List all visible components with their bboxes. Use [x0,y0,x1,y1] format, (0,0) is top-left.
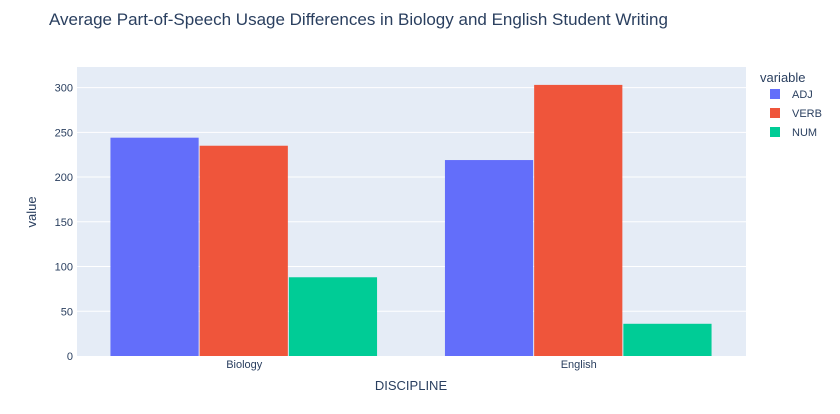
bar-verb-english[interactable] [534,84,623,356]
legend-item-verb[interactable]: VERB [770,108,822,120]
y-tick-label: 200 [55,172,73,184]
legend-swatch [770,127,780,137]
chart-title: Average Part-of-Speech Usage Differences… [49,10,668,29]
y-tick-label: 50 [61,306,73,318]
x-tick-label: English [561,359,597,371]
bar-adj-english[interactable] [444,160,534,356]
bars [110,84,712,356]
legend-title: variable [760,70,806,85]
y-tick-label: 300 [55,83,73,95]
legend-items[interactable]: ADJ VERB NUM [770,89,822,139]
y-tick-label: 150 [55,217,73,229]
legend-label: NUM [792,127,817,139]
y-tick-label: 100 [55,262,73,274]
legend-label: ADJ [792,89,813,101]
bar-num-english[interactable] [623,323,712,356]
legend-swatch [770,89,780,99]
bar-num-biology[interactable] [288,277,378,356]
y-tick-label: 0 [67,351,73,363]
bar-adj-biology[interactable] [110,137,199,356]
x-axis-label: DISCIPLINE [375,378,448,393]
legend-swatch [770,108,780,118]
legend[interactable]: variable ADJ VERB NUM [760,70,822,139]
bar-verb-biology[interactable] [199,145,288,356]
x-tick-label: Biology [226,359,263,371]
legend-item-num[interactable]: NUM [770,127,817,139]
legend-label: VERB [792,108,822,120]
y-axis-label: value [24,196,39,227]
y-tick-label: 250 [55,127,73,139]
y-axis-ticks: 0 50 100 150 200 250 300 [55,83,73,363]
legend-item-adj[interactable]: ADJ [770,89,813,101]
x-axis-ticks: Biology English [226,359,597,371]
